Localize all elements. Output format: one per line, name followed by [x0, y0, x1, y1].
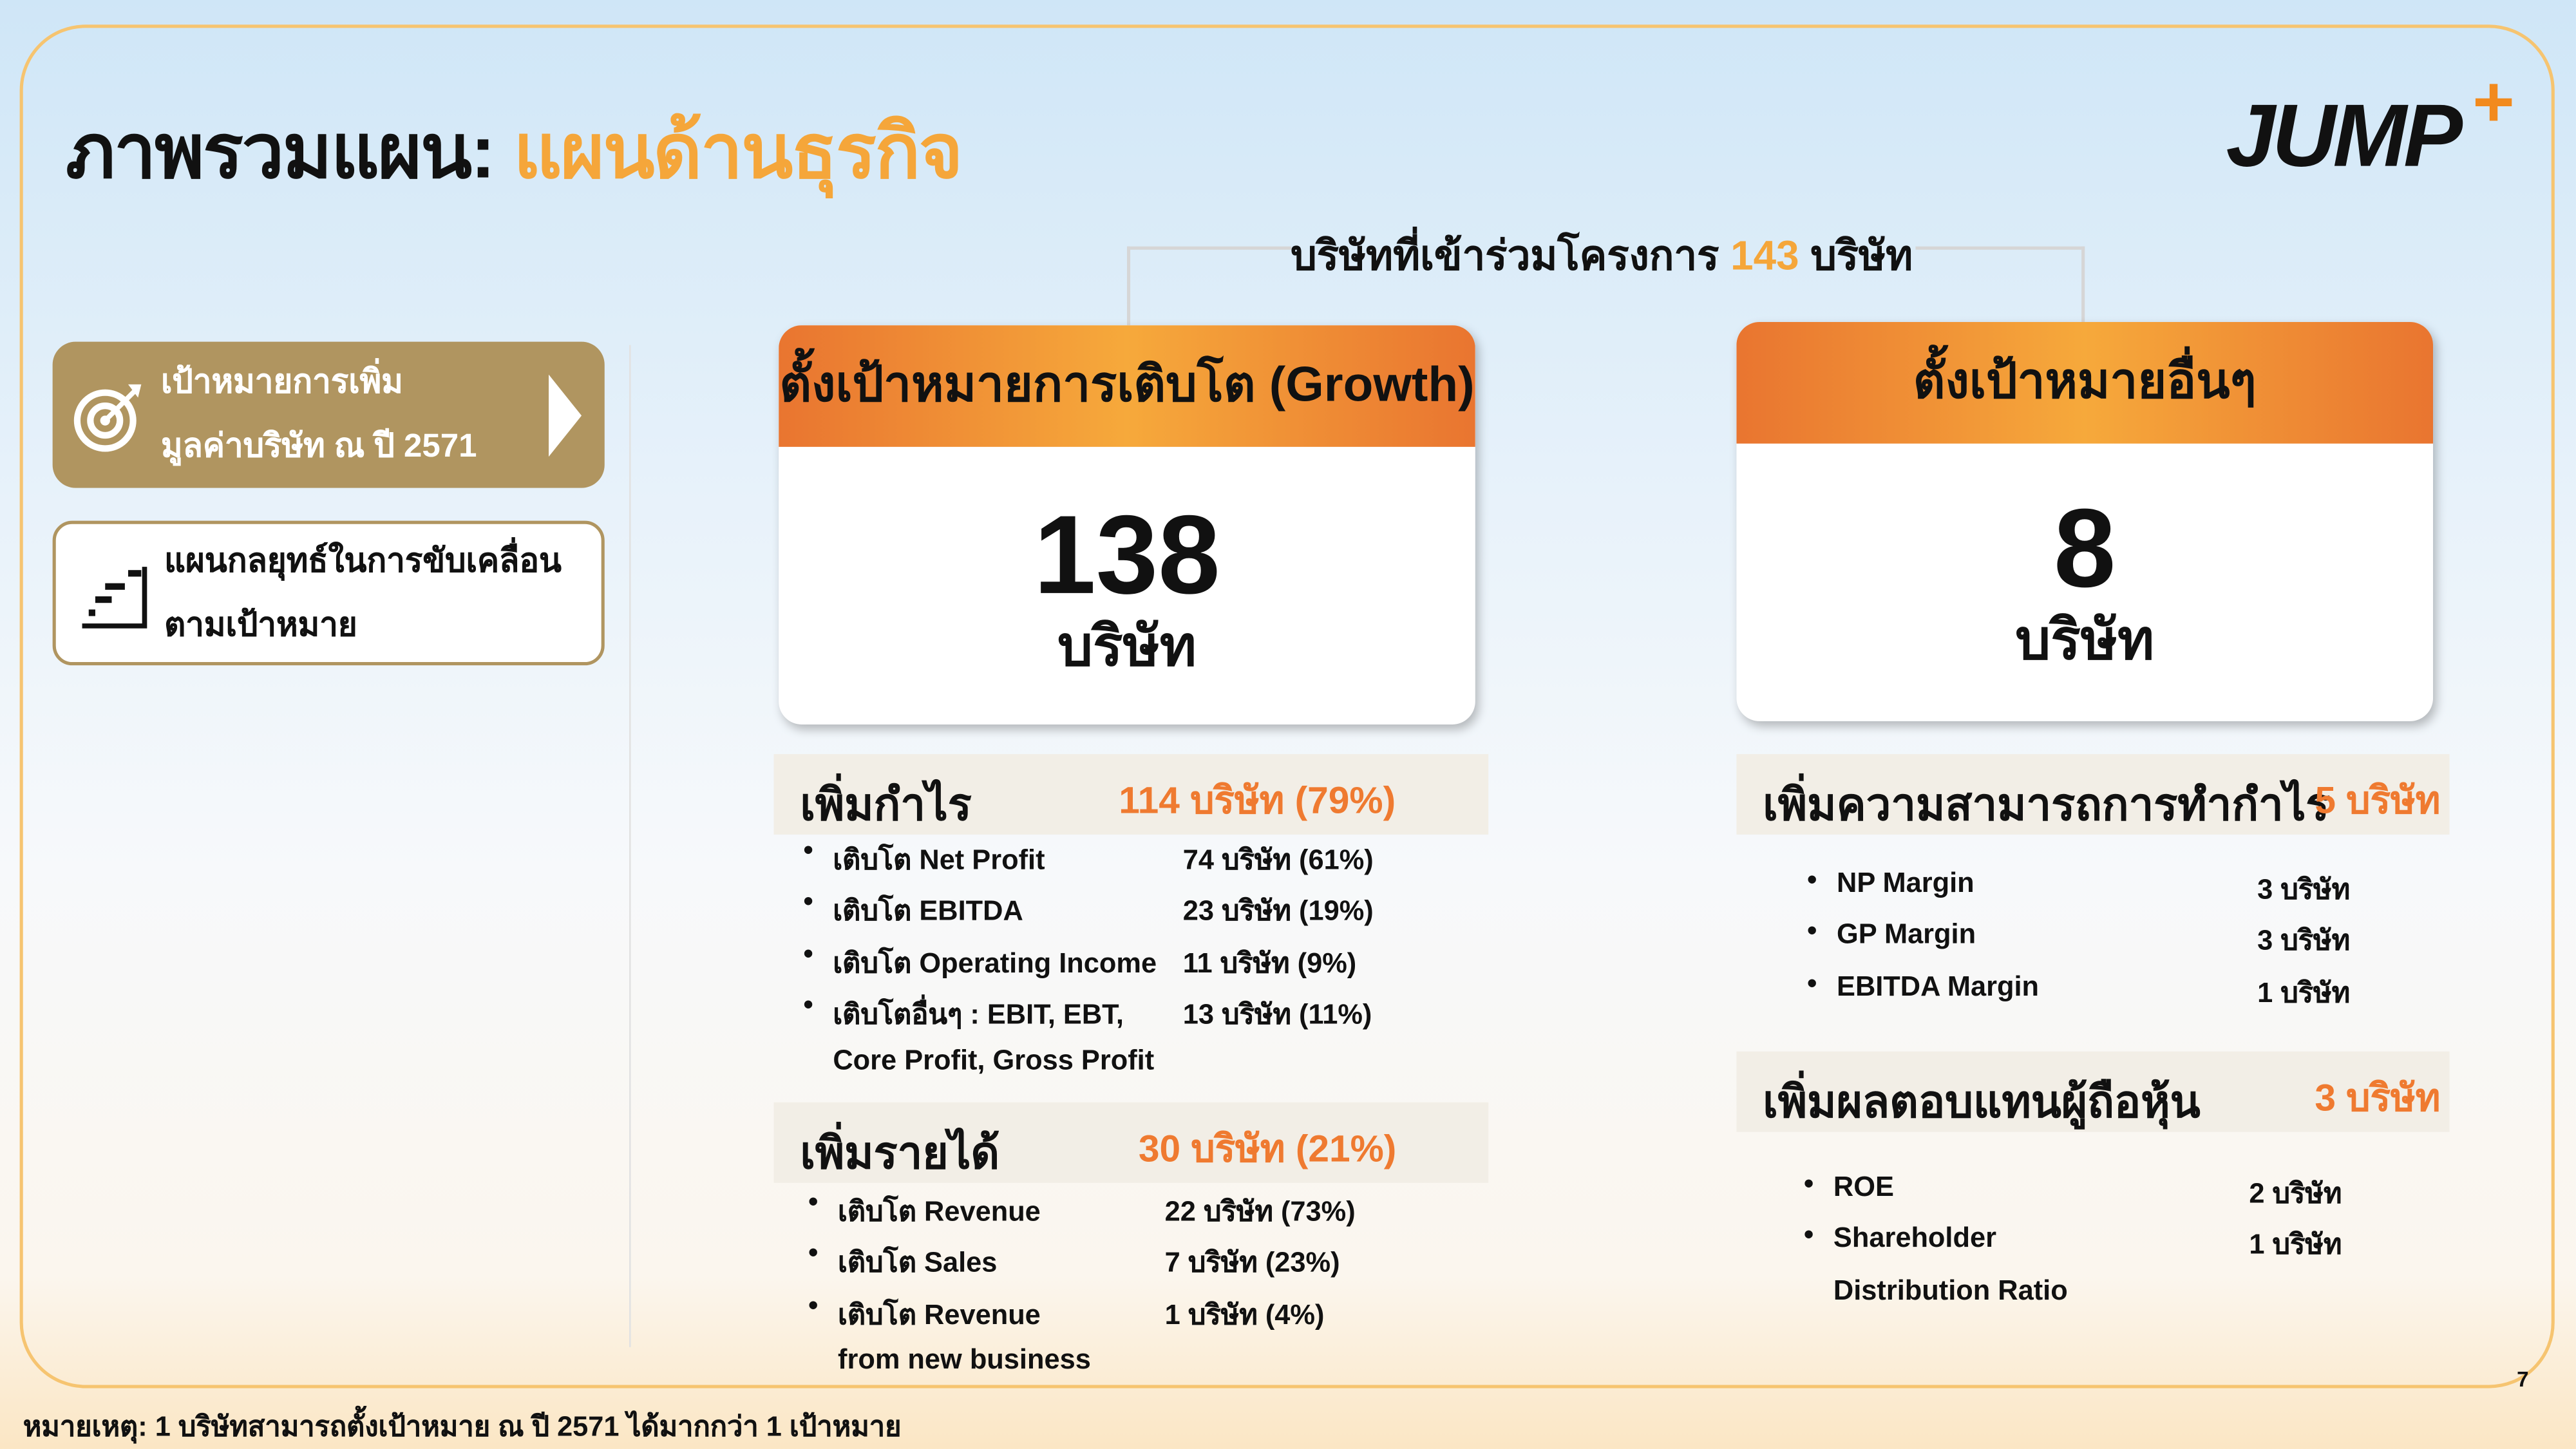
item-label: เติบโตอื่นๆ : EBIT, EBT, [833, 999, 1124, 1030]
item-label: EBITDA Margin [1837, 971, 2040, 1002]
list-item: • เติบโต Operating Income 11 บริษัท (9%) [803, 938, 1518, 992]
list-item: • GP Margin 3 บริษัท [1807, 915, 2520, 970]
item-label: GP Margin [1837, 919, 1976, 951]
logo-text: JUMP [2226, 87, 2463, 186]
nav-strategy-plan[interactable]: แผนกลยุทธ์ในการขับเคลื่อน ตามเป้าหมาย [52, 520, 605, 666]
nav-value-target[interactable]: เป้าหมายการเพิ่ม มูลค่าบริษัท ณ ปี 2571 [52, 341, 605, 488]
bullet-icon: • [1803, 1168, 1814, 1200]
card-count: 8 [2053, 486, 2116, 611]
other-card: ตั้งเป้าหมายอื่นๆ 8 บริษัท [1736, 321, 2434, 721]
section-title: เพิ่มรายได้ [800, 1128, 1000, 1179]
stairs-icon [82, 567, 147, 629]
title-highlight: แผนด้านธุรกิจ [513, 108, 963, 194]
nav-label: เป้าหมายการเพิ่ม มูลค่าบริษัท ณ ปี 2571 [160, 365, 477, 465]
item-label: เติบโต Net Profit [833, 844, 1045, 876]
bullet-icon: • [803, 886, 813, 918]
connector-line [1915, 246, 2085, 250]
bullet-icon: • [803, 938, 813, 969]
bullet-icon: • [1807, 915, 1817, 947]
list-item: • เติบโต EBITDA 23 บริษัท (19%) [803, 886, 1518, 940]
card-unit: บริษัท [1057, 616, 1197, 679]
list-item: • NP Margin 3 บริษัท [1807, 864, 2520, 918]
section-title: เพิ่มกำไร [800, 780, 972, 830]
section-value: 30 บริษัท (21%) [1138, 1126, 1397, 1170]
jump-logo: JUMP + [2226, 62, 2515, 187]
bullet-icon: • [808, 1186, 819, 1218]
list-item: • เติบโต Revenue 22 บริษัท (73%) [808, 1186, 1523, 1240]
section-header: เพิ่มกำไร 114 บริษัท (79%) [773, 753, 1489, 835]
item-value: 13 บริษัท (11%) [1182, 999, 1372, 1030]
list-item: • เติบโตอื่นๆ : EBIT, EBT, 13 บริษัท (11%) [803, 989, 1518, 1043]
list-item: • EBITDA Margin 1 บริษัท [1807, 967, 2520, 1021]
card-header: ตั้งเป้าหมายอื่นๆ [1736, 321, 2434, 444]
section-value: 3 บริษัท [2315, 1075, 2441, 1119]
list-item: • เติบโต Net Profit 74 บริษัท (61%) [803, 834, 1518, 889]
bullet-icon: • [808, 1289, 819, 1321]
item-label-continued: from new business [838, 1344, 1091, 1376]
section-header: เพิ่มผลตอบแทนผู้ถือหุ้น 3 บริษัท [1736, 1051, 2450, 1132]
item-label: Shareholder [1833, 1222, 1996, 1255]
bullet-icon: • [808, 1237, 819, 1269]
item-label: เติบโต Sales [838, 1247, 998, 1279]
participants-heading: บริษัทที่เข้าร่วมโครงการ 143 บริษัท [1150, 223, 2054, 289]
section-header: เพิ่มรายได้ 30 บริษัท (21%) [773, 1102, 1489, 1183]
item-value: 23 บริษัท (19%) [1182, 896, 1374, 927]
section-value: 5 บริษัท [2315, 779, 2441, 822]
item-value: 22 บริษัท (73%) [1164, 1196, 1356, 1227]
list-item: • เติบโต Sales 7 บริษัท (23%) [808, 1237, 1523, 1292]
bullet-icon: • [803, 989, 813, 1021]
title-prefix: ภาพรวมแผน: [66, 108, 496, 194]
item-value: 3 บริษัท [2257, 925, 2351, 957]
footnote: หมายเหตุ: 1 บริษัทสามารถตั้งเป้าหมาย ณ ป… [23, 1411, 902, 1443]
section-header: เพิ่มความสามารถการทำกำไร 5 บริษัท [1736, 753, 2450, 835]
list-item: • เติบโต Revenue 1 บริษัท (4%) [808, 1289, 1523, 1343]
logo-plus: + [2472, 62, 2515, 143]
item-label-continued: Core Profit, Gross Profit [833, 1044, 1155, 1075]
card-header: ตั้งเป้าหมายการเติบโต (Growth) [779, 325, 1475, 447]
item-value: 2 บริษัท [2249, 1178, 2342, 1209]
list-item: • ROE 2 บริษัท [1803, 1168, 2517, 1222]
target-icon [73, 384, 142, 452]
item-value: 11 บริษัท (9%) [1182, 947, 1357, 979]
section-title: เพิ่มผลตอบแทนผู้ถือหุ้น [1763, 1077, 2201, 1127]
bullet-icon: • [1807, 864, 1817, 896]
bullet-icon: • [1803, 1219, 1814, 1251]
bullet-icon: • [803, 834, 813, 866]
divider [629, 345, 631, 1347]
growth-card: ตั้งเป้าหมายการเติบโต (Growth) 138 บริษั… [779, 325, 1475, 724]
section-title: เพิ่มความสามารถการทำกำไร [1763, 780, 2330, 830]
participants-prefix: บริษัทที่เข้าร่วมโครงการ [1291, 233, 1719, 279]
slide-frame [19, 24, 2555, 1388]
item-value: 3 บริษัท [2257, 874, 2351, 905]
page-title: ภาพรวมแผน: แผนด้านธุรกิจ [66, 92, 963, 212]
item-label: เติบโต Operating Income [833, 947, 1157, 979]
list-item: • Shareholder 1 บริษัท [1803, 1219, 2517, 1274]
section-value: 114 บริษัท (79%) [1119, 779, 1396, 822]
nav-label: แผนกลยุทธ์ในการขับเคลื่อน ตามเป้าหมาย [164, 544, 562, 644]
connector-line [1126, 246, 1292, 250]
item-label: NP Margin [1837, 867, 1975, 899]
card-count: 138 [1034, 493, 1220, 618]
item-value: 1 บริษัท [2249, 1229, 2342, 1261]
bullet-icon: • [1807, 967, 1817, 999]
item-value: 1 บริษัท (4%) [1164, 1299, 1325, 1331]
item-label-continued: Distribution Ratio [1833, 1274, 2068, 1306]
item-label: ROE [1833, 1171, 1894, 1203]
item-label: เติบโต EBITDA [833, 896, 1023, 927]
participants-count: 143 [1730, 233, 1799, 279]
chevron-right-icon [549, 374, 582, 457]
connector-line [1126, 246, 1131, 326]
item-label: เติบโต Revenue [838, 1196, 1041, 1227]
connector-line [2081, 246, 2085, 322]
page-number: 7 [2517, 1367, 2529, 1392]
item-value: 1 บริษัท [2257, 977, 2351, 1009]
item-value: 7 บริษัท (23%) [1164, 1247, 1340, 1279]
item-value: 74 บริษัท (61%) [1182, 844, 1374, 876]
card-unit: บริษัท [2015, 609, 2155, 672]
participants-suffix: บริษัท [1810, 233, 1913, 279]
item-label: เติบโต Revenue [838, 1299, 1041, 1331]
